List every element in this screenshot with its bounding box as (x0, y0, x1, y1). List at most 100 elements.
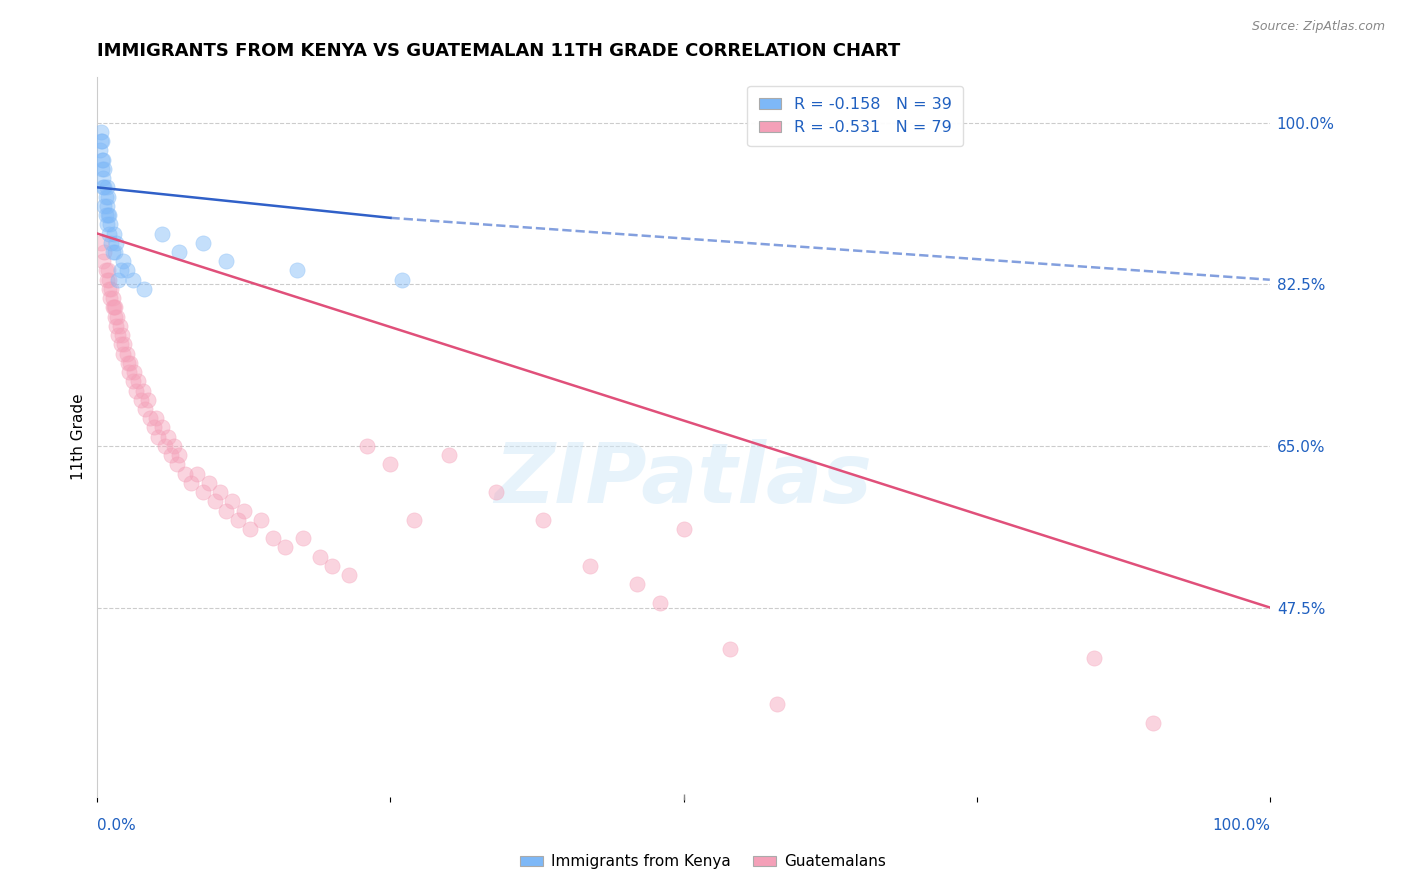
Point (89, 144, 111, 158)
Point (139, 411, 162, 425)
Point (98, 282, 121, 296)
Point (162, 439, 184, 453)
Point (96, 180, 118, 194)
Point (169, 448, 191, 462)
Point (720, 642, 742, 657)
Point (107, 328, 129, 343)
Point (93, 199, 115, 213)
Point (160, 448, 183, 462)
Point (98, 217, 121, 231)
Point (108, 318, 131, 333)
Point (97, 189, 120, 203)
Point (117, 356, 139, 370)
Point (93, 245, 115, 260)
Point (650, 596, 672, 610)
Point (250, 513, 273, 527)
Point (94, 263, 117, 277)
Point (215, 254, 238, 268)
Point (150, 227, 173, 241)
Legend: R = -0.158   N = 39, R = -0.531   N = 79: R = -0.158 N = 39, R = -0.531 N = 79 (748, 86, 963, 146)
Point (112, 346, 135, 360)
Point (112, 254, 135, 268)
Point (239, 522, 262, 536)
Point (180, 475, 202, 490)
Point (1083, 651, 1105, 665)
Point (98, 291, 121, 305)
Point (134, 282, 156, 296)
Point (101, 301, 124, 315)
Point (402, 513, 425, 527)
Point (166, 458, 188, 472)
Point (115, 346, 138, 360)
Y-axis label: 11th Grade: 11th Grade (72, 393, 86, 480)
Point (191, 235, 214, 250)
Point (291, 531, 314, 545)
Text: 0.0%: 0.0% (97, 818, 136, 833)
Point (110, 263, 132, 277)
Point (127, 374, 149, 388)
Point (169, 245, 191, 260)
Point (1142, 715, 1164, 730)
Point (90, 125, 112, 139)
Point (93, 180, 115, 194)
Point (111, 328, 134, 343)
Point (101, 245, 124, 260)
Text: Source: ZipAtlas.com: Source: ZipAtlas.com (1251, 20, 1385, 33)
Point (115, 263, 138, 277)
Point (174, 467, 197, 481)
Point (672, 522, 695, 536)
Point (91, 180, 114, 194)
Point (104, 310, 127, 324)
Point (437, 448, 460, 462)
Point (100, 235, 122, 250)
Text: IMMIGRANTS FROM KENYA VS GUATEMALAN 11TH GRADE CORRELATION CHART: IMMIGRANTS FROM KENYA VS GUATEMALAN 11TH… (97, 42, 901, 60)
Point (197, 475, 219, 490)
Point (98, 227, 121, 241)
Point (285, 263, 308, 277)
Point (90, 235, 112, 250)
Point (110, 337, 132, 351)
Point (91, 134, 114, 148)
Legend: Immigrants from Kenya, Guatemalans: Immigrants from Kenya, Guatemalans (515, 848, 891, 875)
Point (103, 301, 125, 315)
Point (204, 494, 226, 508)
Point (101, 291, 124, 305)
Point (94, 208, 117, 222)
Point (97, 263, 120, 277)
Point (221, 494, 243, 508)
Point (107, 273, 129, 287)
Point (91, 153, 114, 167)
Point (121, 374, 143, 388)
Point (98, 273, 121, 287)
Point (191, 485, 214, 500)
Point (209, 485, 232, 500)
Point (136, 392, 159, 407)
Point (93, 161, 115, 176)
Point (97, 208, 120, 222)
Point (103, 227, 125, 241)
Point (112, 337, 135, 351)
Point (91, 254, 114, 268)
Point (578, 558, 600, 573)
Point (232, 503, 254, 517)
Point (105, 310, 128, 324)
Point (122, 365, 145, 379)
Point (156, 430, 179, 444)
Point (626, 577, 648, 591)
Point (105, 235, 128, 250)
Point (766, 698, 789, 712)
Point (98, 208, 121, 222)
Point (91, 161, 114, 176)
Point (215, 503, 238, 517)
Point (94, 189, 117, 203)
Text: ZIPatlas: ZIPatlas (495, 440, 873, 520)
Point (148, 430, 170, 444)
Point (125, 384, 148, 398)
Point (91, 153, 114, 167)
Point (129, 392, 152, 407)
Point (531, 513, 554, 527)
Point (100, 282, 122, 296)
Point (186, 467, 208, 481)
Point (90, 134, 112, 148)
Point (132, 384, 155, 398)
